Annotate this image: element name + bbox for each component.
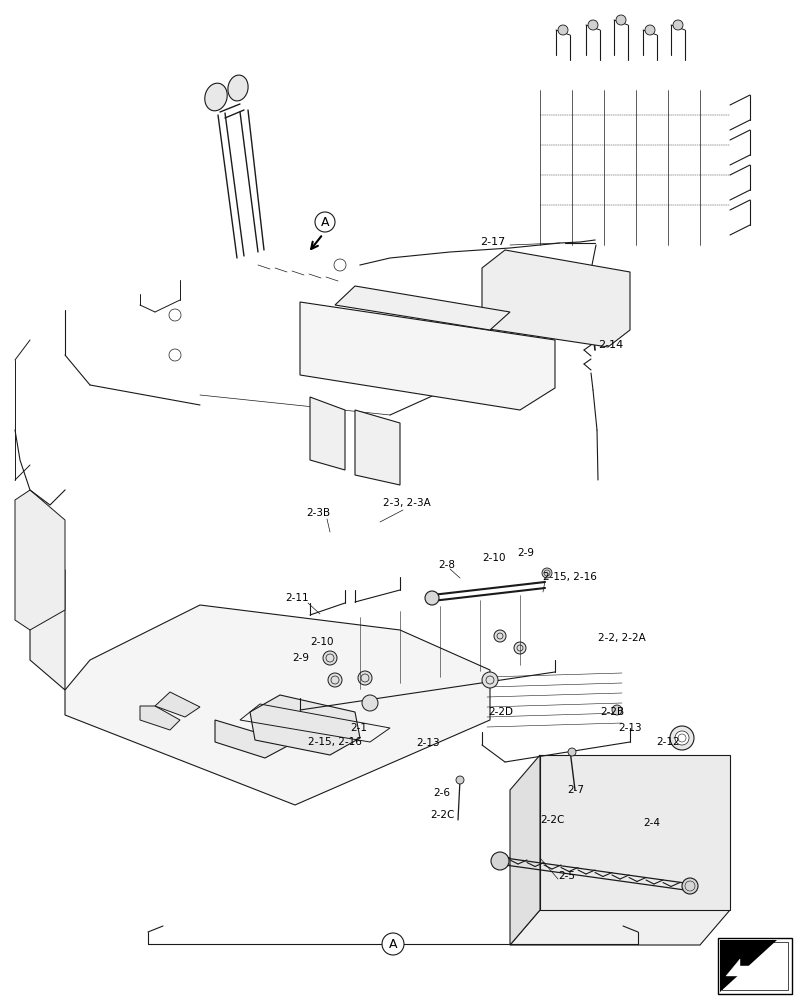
Polygon shape [355,410,400,485]
Text: A: A [321,216,329,229]
Polygon shape [215,720,295,758]
Polygon shape [65,605,490,805]
Circle shape [616,15,626,25]
Text: 2-8: 2-8 [438,560,455,570]
Circle shape [328,673,342,687]
Polygon shape [250,695,360,755]
Polygon shape [300,302,555,410]
Circle shape [675,731,689,745]
Circle shape [315,212,335,232]
Text: 2-4: 2-4 [643,818,660,828]
Text: 2-9: 2-9 [292,653,309,663]
Text: 2-13: 2-13 [416,738,440,748]
Polygon shape [335,286,510,330]
Circle shape [568,748,576,756]
Polygon shape [155,692,200,717]
Bar [722,942,788,990]
Text: 2-5: 2-5 [558,871,575,881]
Text: 2-2C: 2-2C [540,815,564,825]
Circle shape [558,25,568,35]
Text: A: A [389,938,398,950]
Text: 2-13: 2-13 [618,723,642,733]
Text: 2-14: 2-14 [598,340,623,350]
Circle shape [358,671,372,685]
Text: 2-17: 2-17 [480,237,505,247]
Text: 2-12: 2-12 [656,737,680,747]
Text: 2-2C: 2-2C [430,810,454,820]
Polygon shape [510,755,540,945]
Polygon shape [510,910,730,945]
Circle shape [514,642,526,654]
Circle shape [670,726,694,750]
Circle shape [425,591,439,605]
Polygon shape [15,490,65,630]
Circle shape [494,630,506,642]
Circle shape [362,695,378,711]
Bar [718,938,792,994]
Circle shape [673,20,683,30]
Polygon shape [310,397,345,470]
Text: 2-6: 2-6 [433,788,450,798]
Circle shape [645,25,655,35]
Text: 2-1: 2-1 [350,723,367,733]
Text: 2-2B: 2-2B [600,707,624,717]
Circle shape [612,705,622,715]
Text: 2-2D: 2-2D [488,707,513,717]
Text: 2-2, 2-2A: 2-2, 2-2A [598,633,646,643]
Circle shape [542,568,552,578]
Polygon shape [720,940,777,992]
Text: 2-7: 2-7 [567,785,584,795]
Polygon shape [726,959,756,989]
Ellipse shape [228,75,248,101]
Text: 2-10: 2-10 [310,637,334,647]
Text: 2-15, 2-16: 2-15, 2-16 [308,737,362,747]
Polygon shape [140,706,180,730]
Circle shape [682,878,698,894]
Text: 2-10: 2-10 [482,553,506,563]
Text: 2-9: 2-9 [517,548,534,558]
Circle shape [482,672,498,688]
Circle shape [456,776,464,784]
Circle shape [323,651,337,665]
Polygon shape [30,535,65,690]
Circle shape [491,852,509,870]
Text: 2-3B: 2-3B [306,508,330,518]
Circle shape [382,933,404,955]
Text: 2-3, 2-3A: 2-3, 2-3A [383,498,431,508]
Polygon shape [540,755,730,910]
Polygon shape [482,250,630,347]
Ellipse shape [204,83,227,111]
Circle shape [588,20,598,30]
Text: 2-15, 2-16: 2-15, 2-16 [543,572,597,582]
Text: 2-11: 2-11 [285,593,309,603]
